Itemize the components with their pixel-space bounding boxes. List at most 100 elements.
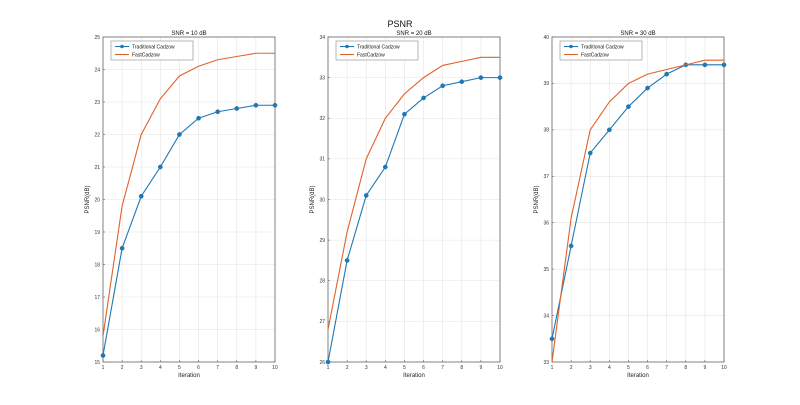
data-point	[478, 75, 484, 80]
x-tick-label: 8	[235, 365, 238, 371]
x-tick-label: 8	[460, 365, 463, 371]
x-axis-label: Iteration	[178, 373, 200, 379]
y-tick-label: 18	[94, 262, 100, 268]
y-tick-label: 25	[94, 35, 100, 41]
x-tick-label: 7	[665, 365, 668, 371]
y-tick-label: 23	[94, 100, 100, 106]
data-point	[568, 243, 574, 249]
legend-marker	[569, 44, 573, 49]
y-tick-label: 33	[319, 75, 325, 81]
data-point	[196, 115, 201, 121]
series-line-traditional-cadzow	[551, 64, 724, 339]
y-tick-label: 39	[543, 81, 549, 87]
x-tick-label: 10	[272, 365, 278, 371]
data-point	[215, 109, 221, 115]
data-point	[100, 353, 106, 358]
data-point	[253, 102, 259, 108]
series-line-traditional-cadzow	[327, 77, 500, 363]
y-tick-label: 17	[94, 295, 100, 301]
y-tick-label: 40	[543, 35, 549, 41]
legend-box	[335, 40, 419, 61]
subplot-title: SNR = 30 dB	[620, 31, 655, 37]
x-tick-label: 2	[570, 365, 573, 371]
series-line-fastcadzow	[551, 59, 724, 363]
y-tick-label: 16	[94, 327, 100, 333]
data-point	[587, 150, 593, 156]
x-tick-label: 6	[646, 365, 649, 371]
y-tick-label: 34	[319, 35, 325, 41]
y-tick-label: 22	[94, 132, 100, 138]
y-tick-label: 30	[319, 197, 325, 203]
x-tick-label: 9	[479, 365, 482, 371]
x-tick-label: 6	[422, 365, 425, 371]
y-tick-label: 31	[319, 157, 325, 163]
subplot-title: SNR = 10 dB	[171, 31, 206, 37]
y-tick-label: 21	[94, 165, 100, 171]
y-tick-label: 24	[94, 67, 100, 73]
data-point	[459, 79, 465, 85]
legend-box	[559, 40, 643, 61]
legend-label: Traditional Cadzow	[581, 44, 624, 50]
x-tick-label: 2	[121, 365, 124, 371]
x-tick-label: 1	[102, 365, 105, 371]
legend: Traditional Cadzow FastCadzow	[559, 40, 643, 61]
data-point	[421, 95, 426, 101]
x-tick-label: 4	[384, 365, 387, 371]
x-tick-label: 7	[216, 365, 219, 371]
x-tick-label: 4	[159, 365, 162, 371]
y-tick-label: 36	[543, 221, 549, 227]
data-point	[138, 193, 144, 199]
x-tick-label: 6	[197, 365, 200, 371]
x-tick-label: 1	[327, 365, 330, 371]
y-tick-label: 20	[94, 197, 100, 203]
x-tick-label: 1	[551, 365, 554, 371]
x-tick-label: 5	[403, 365, 406, 371]
legend-marker	[345, 44, 349, 49]
x-tick-label: 3	[365, 365, 368, 371]
y-tick-label: 28	[319, 279, 325, 285]
data-point	[234, 106, 240, 111]
subplot-title: SNR = 20 dB	[396, 31, 431, 37]
y-tick-label: 35	[543, 267, 549, 273]
data-point	[497, 75, 503, 80]
data-point	[382, 164, 388, 170]
y-tick-label: 33	[543, 360, 549, 366]
series-line-fastcadzow	[102, 52, 275, 337]
legend-box	[110, 40, 194, 61]
data-point	[325, 359, 331, 365]
data-point	[549, 336, 555, 342]
x-tick-label: 9	[254, 365, 257, 371]
x-tick-label: 9	[703, 365, 706, 371]
data-point	[440, 83, 446, 89]
x-tick-label: 3	[589, 365, 592, 371]
y-tick-label: 38	[543, 128, 549, 134]
x-tick-label: 2	[346, 365, 349, 371]
y-tick-label: 32	[319, 116, 325, 122]
data-point	[157, 164, 163, 170]
data-point	[119, 245, 125, 251]
legend-marker	[120, 44, 124, 49]
data-point	[344, 258, 350, 263]
series-line-traditional-cadzow	[102, 104, 275, 356]
data-point	[363, 193, 369, 198]
y-tick-label: 37	[543, 174, 549, 180]
x-axis-label: Iteration	[403, 373, 425, 379]
legend-label: FastCadzow	[581, 52, 609, 58]
x-axis-label: Iteration	[627, 373, 649, 379]
data-point	[626, 104, 631, 109]
data-point	[664, 71, 670, 77]
x-tick-label: 8	[684, 365, 687, 371]
x-tick-label: 4	[608, 365, 611, 371]
x-tick-label: 3	[140, 365, 143, 371]
y-tick-label: 19	[94, 230, 100, 236]
x-tick-label: 10	[721, 365, 727, 371]
y-tick-label: 27	[319, 319, 325, 325]
x-tick-label: 5	[627, 365, 630, 371]
y-axis-label: PSNR(dB)	[534, 185, 540, 213]
series-line-fastcadzow	[327, 56, 500, 330]
